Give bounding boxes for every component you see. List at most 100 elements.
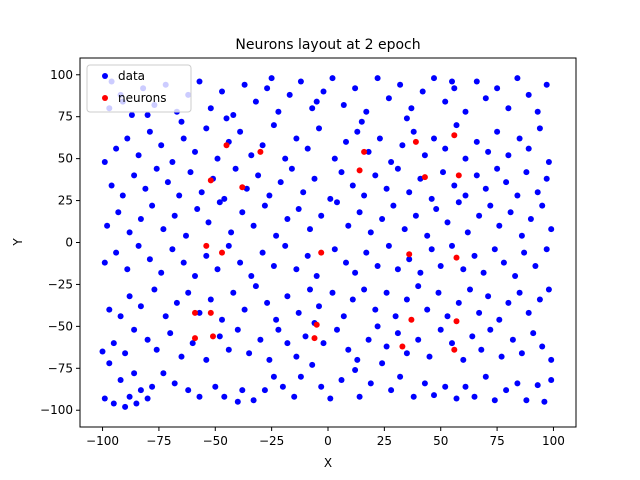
- x-tick-label: −25: [259, 434, 284, 448]
- data-point-263: [158, 142, 165, 149]
- data-point-93: [548, 356, 555, 363]
- data-point-259: [113, 145, 120, 152]
- neurons-point-8: [451, 132, 458, 139]
- data-point-285: [410, 128, 417, 135]
- x-tick-label: 75: [489, 434, 504, 448]
- chart-title: Neurons layout at 2 epoch: [235, 37, 420, 53]
- data-point-141: [158, 269, 165, 276]
- data-point-27: [327, 395, 334, 402]
- data-point-235: [300, 189, 307, 196]
- data-point-165: [428, 246, 435, 253]
- y-tick-label: −50: [48, 319, 73, 333]
- data-point-334: [494, 85, 501, 92]
- data-point-193: [284, 216, 291, 222]
- y-tick-label: −25: [48, 277, 73, 291]
- data-point-217: [548, 226, 555, 233]
- data-point-210: [476, 212, 483, 219]
- data-point-28: [338, 377, 345, 383]
- data-point-179: [126, 229, 133, 236]
- data-point-206: [433, 206, 440, 212]
- data-point-241: [372, 172, 379, 179]
- data-point-282: [376, 135, 383, 142]
- data-point-118: [372, 306, 379, 313]
- data-point-103: [207, 296, 214, 303]
- neurons-point-16: [207, 309, 214, 316]
- data-point-150: [259, 249, 266, 256]
- data-point-82: [437, 326, 444, 333]
- data-point-222: [153, 165, 160, 172]
- data-point-215: [527, 216, 534, 222]
- data-point-148: [237, 259, 244, 266]
- data-point-317: [309, 105, 316, 112]
- data-point-135: [545, 286, 552, 293]
- data-point-185: [194, 206, 201, 212]
- data-point-162: [394, 266, 401, 273]
- data-point-329: [442, 98, 449, 105]
- data-point-336: [514, 75, 521, 82]
- legend-marker-neurons: [102, 95, 108, 101]
- data-point-332: [473, 78, 480, 85]
- data-point-268: [214, 155, 221, 162]
- data-point-11: [160, 370, 167, 377]
- data-point-39: [453, 395, 460, 402]
- data-point-213: [507, 209, 514, 216]
- data-point-125: [444, 313, 451, 320]
- data-point-105: [230, 289, 237, 296]
- data-point-84: [460, 356, 467, 363]
- data-point-219: [119, 192, 126, 199]
- neurons-point-21: [399, 343, 406, 350]
- data-point-314: [275, 108, 282, 115]
- data-point-134: [536, 296, 543, 303]
- data-point-18: [239, 387, 246, 394]
- data-point-95: [117, 313, 124, 320]
- data-point-225: [187, 169, 194, 176]
- data-point-53: [131, 326, 138, 333]
- data-point-196: [318, 212, 325, 219]
- data-point-136: [101, 259, 108, 266]
- data-point-161: [385, 242, 392, 249]
- y-axis-label: Y: [11, 238, 25, 247]
- data-point-237: [327, 195, 334, 202]
- data-point-114: [329, 289, 336, 296]
- data-point-286: [421, 152, 428, 159]
- data-point-159: [363, 249, 370, 256]
- data-point-45: [514, 380, 521, 387]
- data-point-220: [131, 172, 138, 179]
- data-point-255: [523, 169, 530, 176]
- data-point-22: [279, 383, 286, 390]
- data-point-337: [525, 91, 532, 98]
- data-point-181: [149, 202, 156, 209]
- data-point-26: [318, 383, 325, 390]
- data-point-345: [268, 75, 275, 82]
- data-point-66: [275, 326, 282, 333]
- data-point-207: [444, 219, 451, 226]
- data-point-310: [230, 112, 237, 118]
- data-point-97: [137, 303, 144, 310]
- data-point-34: [397, 373, 404, 380]
- y-tick-label: 100: [50, 68, 73, 82]
- data-point-9: [137, 387, 144, 394]
- data-point-55: [153, 346, 160, 353]
- data-point-20: [261, 387, 268, 394]
- data-point-211: [487, 202, 494, 209]
- data-point-154: [304, 252, 311, 259]
- data-point-65: [266, 356, 273, 363]
- data-point-184: [183, 232, 189, 239]
- data-point-274: [282, 155, 289, 162]
- data-point-152: [282, 242, 289, 249]
- data-point-267: [203, 125, 210, 132]
- data-point-324: [385, 95, 392, 102]
- data-point-48: [541, 398, 548, 405]
- data-point-236: [311, 175, 318, 182]
- data-point-149: [248, 273, 255, 279]
- data-point-16: [221, 393, 228, 400]
- data-point-109: [273, 316, 280, 323]
- neurons-point-0: [223, 142, 230, 149]
- data-point-41: [471, 393, 478, 400]
- data-point-343: [178, 118, 185, 125]
- data-point-173: [512, 273, 519, 279]
- data-point-301: [128, 112, 135, 118]
- plot-area: [80, 58, 576, 427]
- data-point-349: [449, 78, 455, 85]
- data-point-7: [117, 377, 124, 383]
